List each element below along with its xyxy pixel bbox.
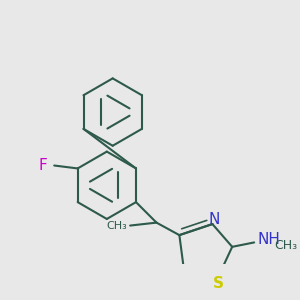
Text: CH₃: CH₃ (106, 220, 127, 231)
Text: F: F (38, 158, 47, 173)
Text: NH: NH (257, 232, 280, 247)
Text: S: S (212, 276, 224, 291)
Text: N: N (208, 212, 220, 227)
Text: CH₃: CH₃ (275, 239, 298, 252)
